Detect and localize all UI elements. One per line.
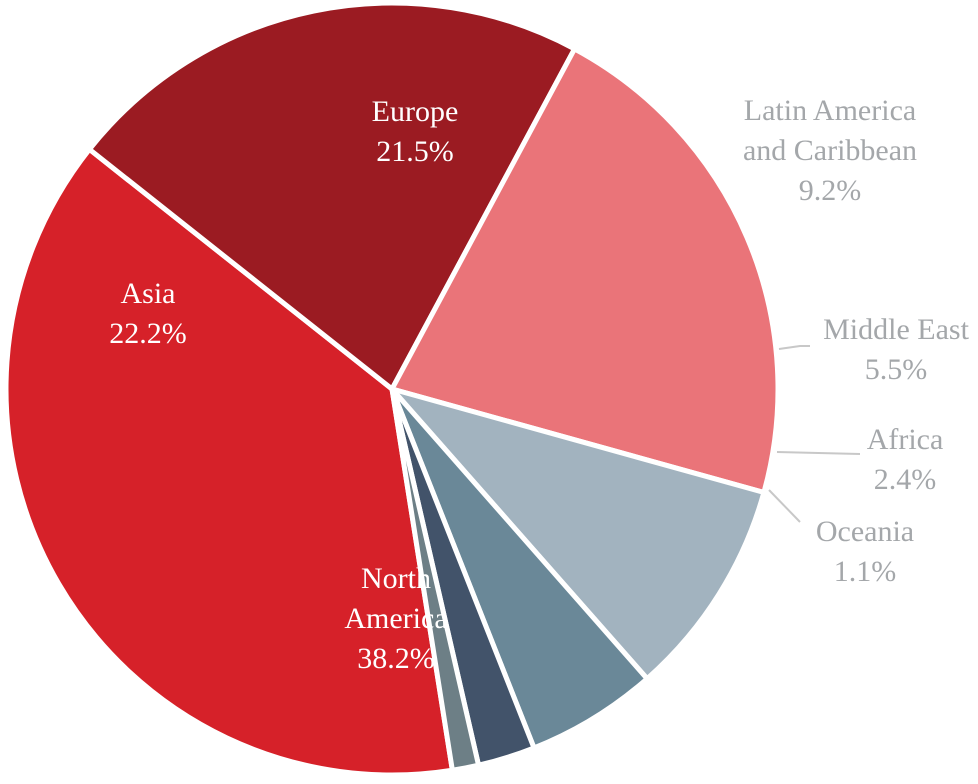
leader-line-africa bbox=[776, 451, 861, 455]
slice-value-label: 9.2% bbox=[799, 174, 862, 207]
slice-name-label: Asia bbox=[121, 277, 176, 310]
slice-label-asia: Asia 22.2% bbox=[109, 277, 187, 350]
slice-value-label: 5.5% bbox=[865, 353, 928, 386]
slice-label-europe: Europe 21.5% bbox=[372, 95, 459, 168]
slice-labels: North America 38.2% Asia 22.2% Europe 21.5% Lat… bbox=[109, 94, 969, 675]
slice-label-africa: Africa 2.4% bbox=[867, 423, 944, 496]
pie-slice-oceania bbox=[389, 386, 482, 773]
slice-value-label: 38.2% bbox=[357, 642, 435, 675]
pie-slice-middle-east bbox=[389, 386, 650, 751]
slice-value-label: 1.1% bbox=[834, 555, 897, 588]
slice-name-label: North bbox=[361, 562, 431, 595]
slice-name-label: Middle East bbox=[823, 313, 969, 346]
slice-value-label: 21.5% bbox=[376, 135, 454, 168]
leader-lines bbox=[768, 345, 861, 523]
slice-name-label: Africa bbox=[867, 423, 944, 456]
leader-line-oceania bbox=[768, 489, 801, 523]
slice-label-north-america: North America 38.2% bbox=[344, 562, 447, 675]
slice-label-middle-east: Middle East 5.5% bbox=[823, 313, 969, 386]
pie-slice-latin-america-and-caribbean bbox=[389, 386, 767, 682]
pie-slice-north-america bbox=[3, 146, 455, 778]
slice-value-label: 22.2% bbox=[109, 317, 187, 350]
slice-name-label: Latin America bbox=[744, 94, 916, 127]
slice-value-label: 2.4% bbox=[874, 463, 937, 496]
slice-name-label: America bbox=[344, 602, 447, 635]
slice-name-label: and Caribbean bbox=[743, 134, 917, 167]
pie-slice-europe bbox=[389, 46, 781, 495]
leader-line-middle-east bbox=[778, 345, 810, 350]
slice-label-oceania: Oceania 1.1% bbox=[816, 515, 914, 588]
slice-name-label: Oceania bbox=[816, 515, 914, 548]
pie-slice-asia bbox=[86, 0, 578, 392]
slice-name-label: Europe bbox=[372, 95, 459, 128]
slice-label-latin-america-and-caribbean: Latin America and Caribbean 9.2% bbox=[743, 94, 917, 207]
pie-slices bbox=[3, 0, 781, 778]
